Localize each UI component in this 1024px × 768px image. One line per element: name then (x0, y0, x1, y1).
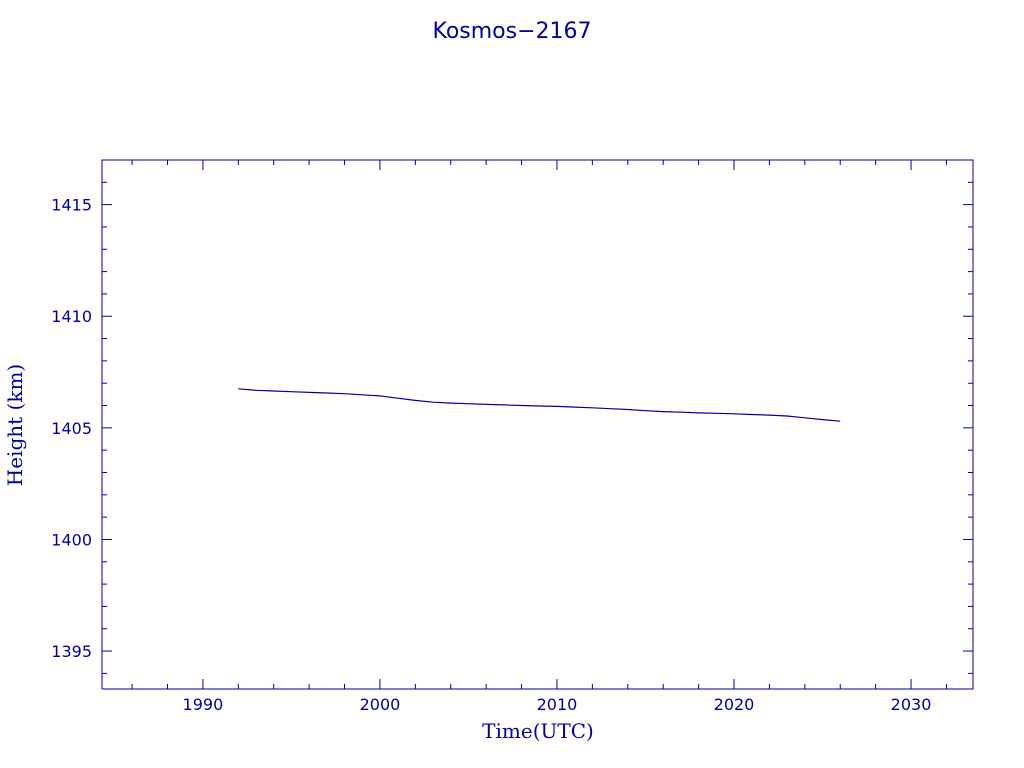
y-tick-label: 1395 (51, 642, 92, 661)
y-tick-label: 1405 (51, 419, 92, 438)
x-tick-label: 2030 (891, 695, 932, 714)
y-tick-label: 1410 (51, 307, 92, 326)
x-tick-label: 1990 (183, 695, 224, 714)
plot-frame (101, 159, 974, 690)
chart-title: Kosmos−2167 (432, 19, 591, 44)
x-tick-label: 2000 (360, 695, 401, 714)
axis-ticks (102, 159, 973, 689)
x-axis-label: Time(UTC) (482, 719, 594, 743)
y-tick-label: 1400 (51, 530, 92, 549)
x-tick-label: 2020 (714, 695, 755, 714)
x-tick-label: 2010 (537, 695, 578, 714)
series-layer (238, 388, 841, 422)
series-line (238, 388, 841, 422)
y-tick-label: 1415 (51, 196, 92, 215)
y-axis-label: Height (km) (3, 364, 27, 486)
tick-labels: 1990 2000 2010 2020 2030 1395 1400 1405 1410 1415 (51, 196, 931, 714)
